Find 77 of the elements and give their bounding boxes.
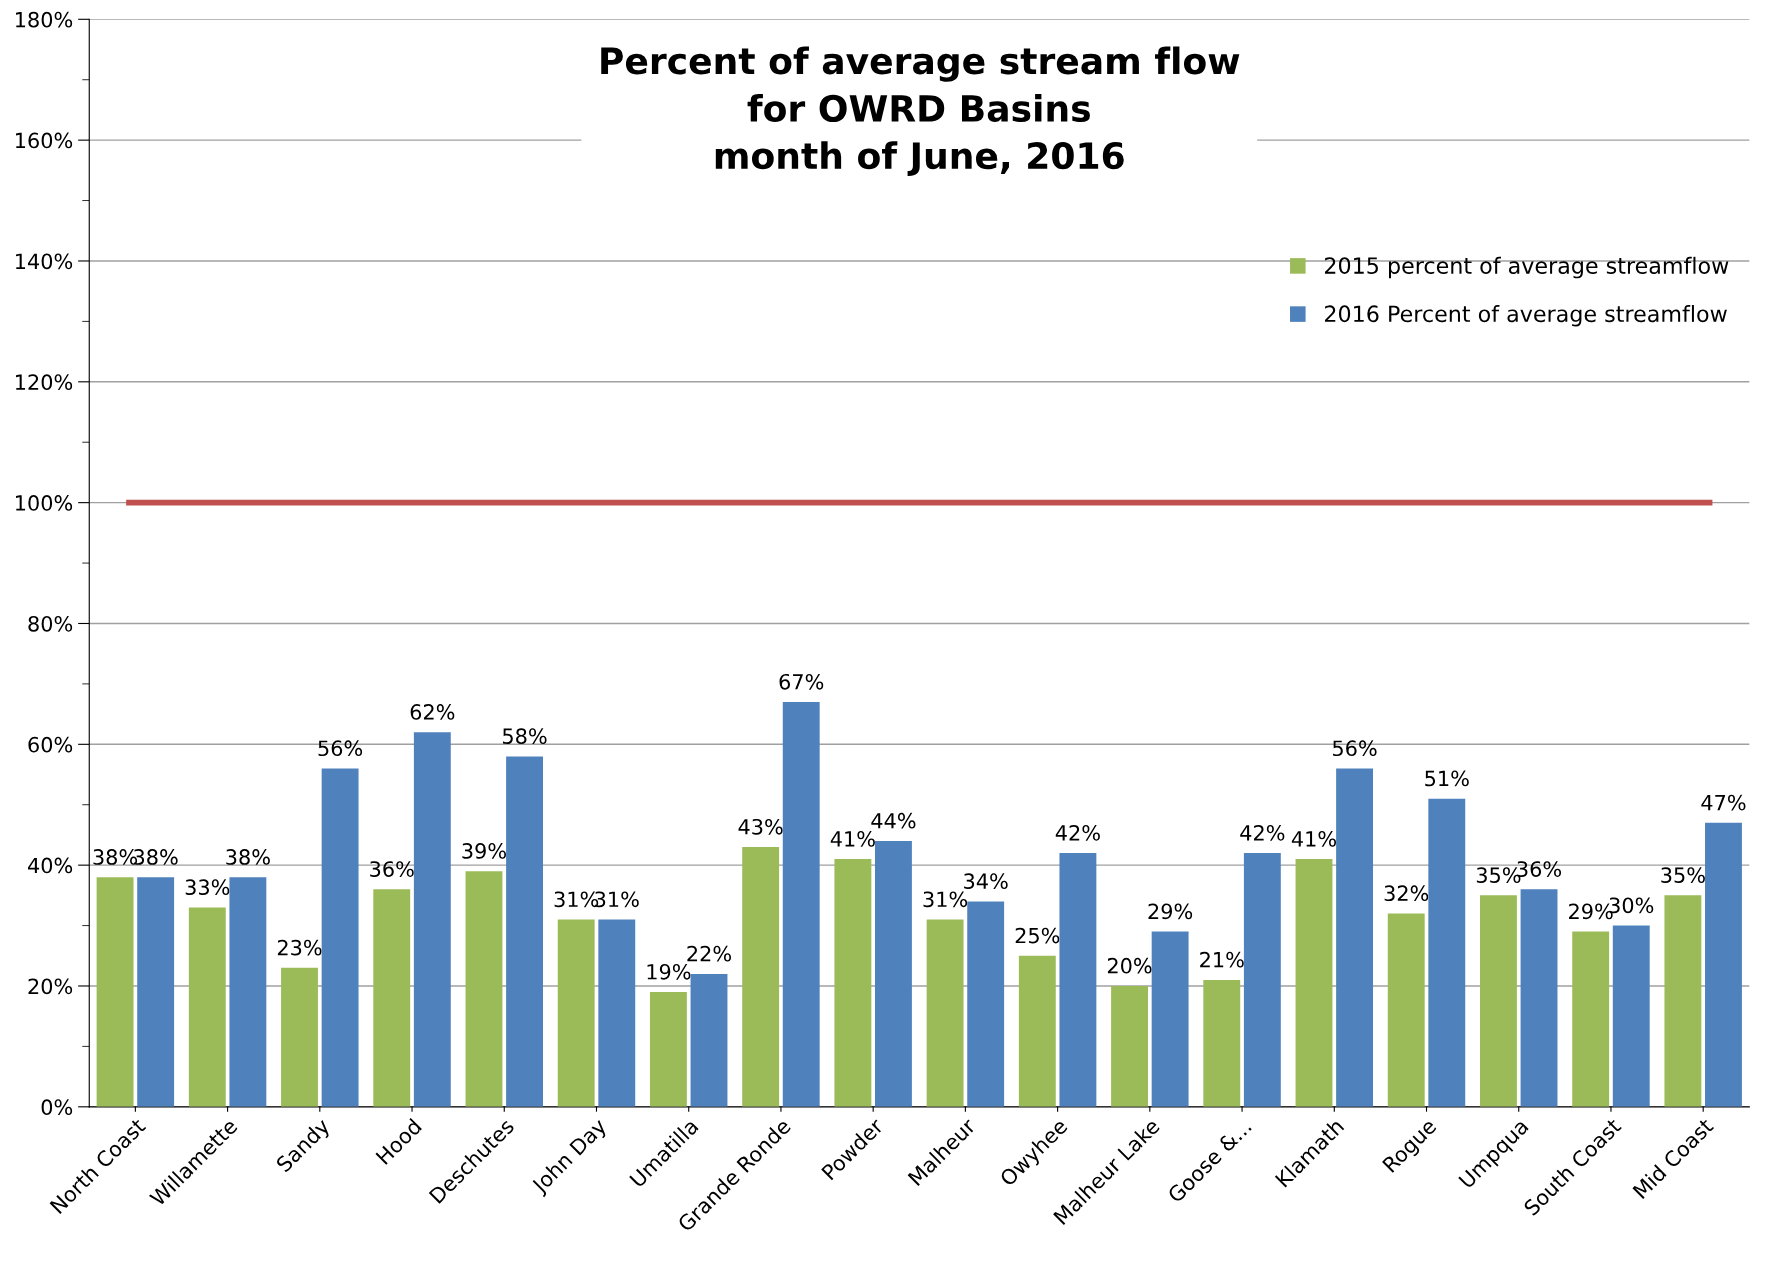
data-label: 20% [1107,957,1152,974]
bar [782,702,820,1107]
data-label: 38% [226,849,270,865]
data-label: 44% [871,812,916,829]
data-label: 58% [503,728,547,745]
bar [1018,955,1056,1107]
data-label: 42% [1240,824,1285,841]
bar [1520,889,1558,1107]
y-tick-label: 20% [28,978,73,995]
bar [413,732,451,1107]
data-label: 62% [410,704,455,720]
legend-label: 2016 Percent of average streamflow [1324,304,1727,327]
y-tick-label: 100% [16,495,73,511]
bar [1664,895,1702,1107]
y-tick-label: 60% [28,736,73,753]
data-label: 36% [370,861,414,877]
data-label: 41% [1291,830,1336,847]
bar [875,840,912,1107]
bar [1480,895,1517,1107]
bar [1612,925,1650,1107]
bar [1387,913,1425,1107]
bar [1572,931,1610,1107]
data-label: 35% [1661,867,1705,883]
y-tick-label: 140% [16,253,73,270]
y-tick-label: 40% [27,857,73,874]
bar [373,889,411,1107]
data-label: 39% [462,843,506,859]
data-label: 42% [1055,824,1100,841]
data-label: 51% [1425,770,1469,787]
data-label: 32% [1384,885,1429,902]
bar [229,877,267,1107]
data-label: 43% [738,818,783,835]
bar [926,919,964,1107]
data-label: 47% [1701,794,1746,811]
y-tick-label: 160% [16,132,73,149]
data-label: 56% [1333,740,1377,757]
data-label: 25% [1015,927,1060,944]
data-label: 29% [1148,903,1193,920]
text: Percent of average stream flow for OWRD Basins month of June, 2016 [601,46,1240,177]
bar [649,992,687,1107]
bar [506,756,543,1107]
data-label: 31% [923,891,968,908]
y-tick-label: 180% [16,11,73,28]
legend-label: 2015 percent of average streamflow [1324,256,1729,279]
bar [465,871,503,1107]
data-label: 21% [1200,951,1244,968]
bar [1151,931,1189,1107]
bar [690,973,728,1107]
bar [188,907,226,1107]
bar [598,919,636,1107]
bar [1336,768,1374,1107]
bar [96,877,134,1107]
bar [1059,853,1097,1107]
data-label: 33% [185,879,230,896]
bar [1111,985,1148,1107]
data-label: 56% [318,740,363,757]
bar [321,768,359,1107]
data-label: 67% [779,673,824,690]
bar [1705,822,1742,1107]
bar [967,901,1005,1107]
bar [1243,853,1281,1107]
data-label: 34% [964,873,1008,890]
data-label: 23% [277,939,322,956]
bar [1295,859,1333,1107]
data-label: 22% [687,945,731,962]
bar [137,877,175,1107]
y-tick-label: 0% [41,1099,73,1116]
y-tick-label: 80% [28,615,73,632]
bar [281,967,318,1107]
bar [1203,979,1241,1107]
data-label: 19% [647,963,691,980]
y-tick-label: 120% [16,374,73,391]
bar [557,919,595,1107]
bar [742,847,780,1107]
data-label: 41% [830,830,875,847]
bar [1428,798,1466,1107]
bar [834,859,872,1107]
